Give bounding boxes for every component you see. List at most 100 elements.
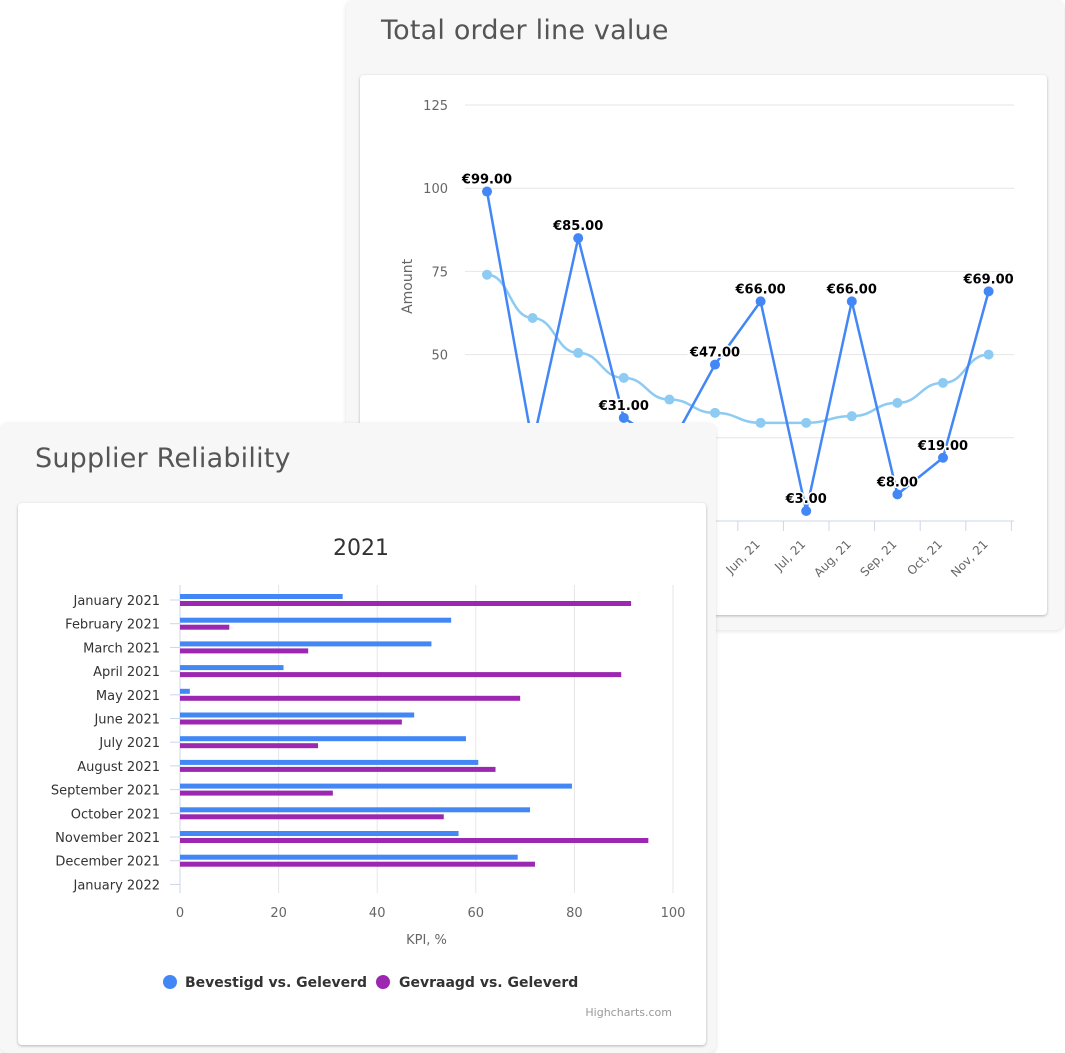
data-label: €31.00 [598, 399, 649, 414]
y-tick-label: 50 [431, 349, 448, 364]
x-tick-label: 60 [468, 906, 485, 921]
category-label: December 2021 [55, 855, 160, 870]
bar [180, 854, 518, 860]
category-label: January 2022 [73, 878, 161, 893]
category-label: November 2021 [55, 831, 160, 846]
order-value-point [573, 233, 584, 244]
order-value-line [485, 191, 990, 512]
data-label: €66.00 [826, 282, 877, 297]
category-label: March 2021 [83, 641, 160, 656]
bar [180, 665, 284, 671]
category-label: August 2021 [77, 760, 160, 775]
data-label: €85.00 [552, 219, 603, 234]
trend-point [938, 377, 948, 388]
category-label: February 2021 [65, 618, 160, 633]
x-tick-label: 40 [369, 906, 386, 921]
bar [180, 719, 402, 725]
order-value-chart: 125 100 75 50 Amount Jun, 21 Jul, 21 Aug, 21 Sep… [400, 99, 1015, 580]
legend-label: Bevestigd vs. Geleverd [185, 975, 367, 991]
order-value-point [846, 296, 857, 307]
x-tick-label: Sep, 21 [857, 537, 899, 579]
trend-point [527, 312, 538, 323]
supplier-reliability-chart-card: 2021 January 2021 February 2021 March 2021 A… [18, 503, 706, 1045]
trend-point [892, 397, 903, 408]
data-label: €47.00 [689, 346, 740, 361]
bar [180, 736, 466, 742]
bar [180, 814, 444, 820]
category-label: May 2021 [96, 689, 160, 704]
trend-point [618, 372, 629, 383]
order-value-point [983, 286, 994, 297]
data-label: €99.00 [461, 173, 512, 188]
order-value-point [710, 359, 720, 370]
credits-link: Highcharts.com [585, 1006, 672, 1019]
bar [180, 712, 415, 718]
category-label: October 2021 [71, 807, 160, 822]
bar [180, 617, 452, 623]
x-tick-label: Jul, 21 [771, 537, 808, 574]
bar [180, 807, 531, 813]
bar [180, 641, 432, 647]
bar [180, 743, 319, 749]
x-tick-label: Nov, 21 [948, 537, 991, 580]
trend-point [482, 269, 492, 280]
y-tick-label: 75 [431, 265, 448, 280]
order-value-point [938, 452, 948, 463]
trend-point [801, 417, 812, 428]
x-tick-label: 0 [176, 906, 184, 921]
order-value-point [801, 506, 812, 517]
order-value-point [892, 489, 903, 500]
supplier-reliability-panel: Supplier Reliability 2021 January 2021 Feb… [0, 423, 716, 1053]
order-value-point [755, 296, 766, 307]
category-label: July 2021 [98, 736, 160, 751]
panel-title-order-value: Total order line value [381, 15, 669, 46]
trend-point [573, 347, 584, 358]
x-tick-label: Aug, 21 [811, 537, 854, 580]
trend-point [664, 394, 675, 405]
category-label: June 2021 [93, 713, 160, 728]
chart-title: 2021 [333, 536, 389, 561]
data-label: €19.00 [917, 439, 968, 454]
bar [180, 601, 632, 606]
trend-point [710, 407, 720, 418]
bar [180, 790, 333, 796]
legend-marker [163, 975, 177, 989]
bar [180, 831, 459, 836]
data-label: €69.00 [963, 272, 1014, 287]
legend-label: Gevraagd vs. Geleverd [399, 975, 578, 991]
trend-point [983, 349, 994, 360]
order-value-point [618, 412, 629, 423]
trend-line [486, 273, 989, 425]
x-axis-title: KPI, % [406, 933, 447, 948]
bar [180, 648, 309, 654]
x-tick-label: 80 [566, 906, 583, 921]
order-value-point [482, 186, 492, 197]
y-tick-label: 125 [423, 99, 448, 114]
category-label: January 2021 [73, 594, 161, 609]
trend-point [846, 411, 857, 422]
panel-title-supplier-reliability: Supplier Reliability [35, 443, 291, 474]
y-axis-title: Amount [400, 258, 416, 314]
trend-point [755, 417, 766, 428]
category-label: September 2021 [51, 784, 160, 799]
bar [180, 695, 521, 701]
bar [180, 861, 535, 867]
data-label: €3.00 [785, 492, 827, 507]
x-tick-label: 20 [270, 906, 287, 921]
bar [180, 688, 190, 694]
bar [180, 766, 496, 772]
bar [180, 838, 649, 843]
data-label: €66.00 [735, 282, 786, 297]
x-tick-label: Oct, 21 [904, 537, 945, 578]
bar [180, 624, 230, 630]
data-label: €8.00 [876, 475, 918, 490]
supplier-reliability-chart: 2021 January 2021 February 2021 March 2021 A… [51, 536, 686, 1019]
legend-marker [376, 975, 390, 989]
bar [180, 594, 343, 599]
bar [180, 672, 622, 678]
y-tick-label: 100 [423, 182, 448, 197]
x-tick-label: Jun, 21 [723, 537, 763, 577]
x-tick-label: 100 [661, 906, 686, 921]
category-label: April 2021 [93, 665, 160, 680]
bar [180, 759, 479, 765]
